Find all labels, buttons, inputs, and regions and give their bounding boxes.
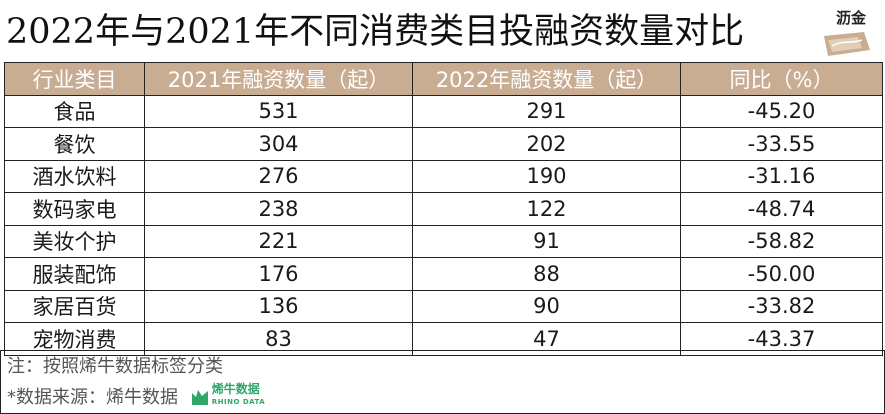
cell-2022: 47: [412, 322, 681, 356]
footnote: 注：按照烯牛数据标签分类: [0, 350, 885, 382]
source-text: *数据来源：烯牛数据: [7, 387, 178, 408]
cell-2022: 202: [412, 127, 681, 161]
header-2021: 2021年融资数量（起）: [144, 62, 413, 96]
logo-text: 沥金: [836, 9, 867, 27]
header-yoy: 同比（%）: [680, 62, 883, 96]
brand-logo-icon: 沥金: [818, 6, 878, 58]
table-row: 数码家电 238 122 -48.74: [4, 192, 883, 226]
cell-category: 家居百货: [4, 289, 145, 323]
cell-2021: 83: [144, 322, 413, 356]
cell-yoy: -31.16: [680, 159, 883, 193]
cell-yoy: -48.74: [680, 192, 883, 226]
table-row: 美妆个护 221 91 -58.82: [4, 224, 883, 258]
cell-category: 酒水饮料: [4, 159, 145, 193]
rhino-logo-cn: 烯牛数据: [211, 382, 260, 396]
page-title: 2022年与2021年不同消费类目投融资数量对比: [6, 12, 745, 52]
table-row: 酒水饮料 276 190 -31.16: [4, 159, 883, 193]
header-2022: 2022年融资数量（起）: [412, 62, 681, 96]
logo-graphic-icon: [824, 32, 870, 56]
footnote-text: 注：按照烯牛数据标签分类: [7, 356, 223, 377]
cell-yoy: -50.00: [680, 257, 883, 291]
cell-category: 美妆个护: [4, 224, 145, 258]
source-line: *数据来源：烯牛数据 烯牛数据 RHINO DATA: [0, 382, 885, 414]
rhino-logo-en: RHINO DATA: [211, 398, 266, 406]
cell-category: 宠物消费: [4, 322, 145, 356]
cell-yoy: -33.55: [680, 127, 883, 161]
cell-2022: 122: [412, 192, 681, 226]
table-row: 食品 531 291 -45.20: [4, 94, 883, 128]
table-header-row: 行业类目 2021年融资数量（起） 2022年融资数量（起） 同比（%）: [4, 62, 883, 96]
cell-yoy: -58.82: [680, 224, 883, 258]
cell-2021: 136: [144, 289, 413, 323]
cell-2022: 91: [412, 224, 681, 258]
cell-yoy: -33.82: [680, 289, 883, 323]
cell-category: 食品: [4, 94, 145, 128]
title-row: 2022年与2021年不同消费类目投融资数量对比 沥金: [0, 0, 885, 62]
table-row: 服装配饰 176 88 -50.00: [4, 257, 883, 291]
cell-yoy: -45.20: [680, 94, 883, 128]
rhino-data-logo: 烯牛数据 RHINO DATA: [190, 382, 268, 411]
data-table: 行业类目 2021年融资数量（起） 2022年融资数量（起） 同比（%） 食品 5…: [4, 62, 883, 356]
cell-2021: 221: [144, 224, 413, 258]
table-row: 家居百货 136 90 -33.82: [4, 289, 883, 323]
cell-category: 餐饮: [4, 127, 145, 161]
cell-2022: 90: [412, 289, 681, 323]
cell-yoy: -43.37: [680, 322, 883, 356]
cell-2021: 304: [144, 127, 413, 161]
cell-2021: 176: [144, 257, 413, 291]
header-category: 行业类目: [4, 62, 145, 96]
table-body: 食品 531 291 -45.20 餐饮 304 202 -33.55 酒水饮料 276 190 -3…: [4, 94, 883, 356]
cell-2021: 276: [144, 159, 413, 193]
cell-2022: 88: [412, 257, 681, 291]
cell-category: 服装配饰: [4, 257, 145, 291]
table-row: 餐饮 304 202 -33.55: [4, 127, 883, 161]
cell-2021: 238: [144, 192, 413, 226]
cell-2022: 291: [412, 94, 681, 128]
rhino-icon: [191, 390, 208, 405]
cell-2022: 190: [412, 159, 681, 193]
cell-2021: 531: [144, 94, 413, 128]
table-row: 宠物消费 83 47 -43.37: [4, 322, 883, 356]
cell-category: 数码家电: [4, 192, 145, 226]
